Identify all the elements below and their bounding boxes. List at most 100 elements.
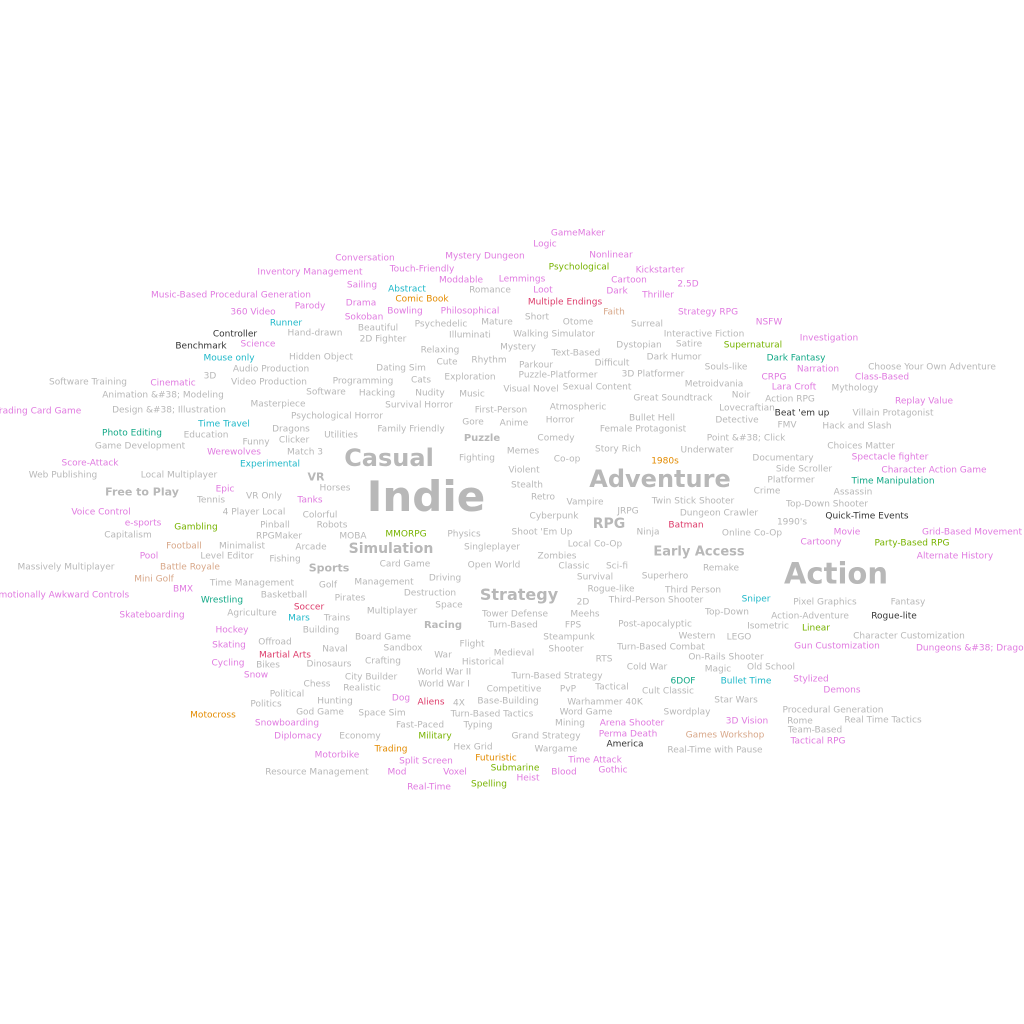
tag-item[interactable]: Diplomacy	[274, 731, 322, 742]
tag-item[interactable]: Wrestling	[200, 595, 244, 606]
tag-item[interactable]: Skateboarding	[119, 610, 185, 621]
tag-item[interactable]: 6DOF	[670, 676, 696, 687]
tag-item[interactable]: Steampunk	[543, 632, 595, 643]
tag-item[interactable]: Gambling	[174, 522, 218, 533]
tag-item[interactable]: Grid-Based Movement	[922, 527, 1022, 538]
tag-item[interactable]: Golf	[318, 580, 338, 591]
tag-item[interactable]: Agriculture	[227, 608, 277, 619]
tag-item[interactable]: Pinball	[260, 520, 290, 531]
tag-item[interactable]: Atmospheric	[549, 402, 607, 413]
tag-item[interactable]: Design &#38; Illustration	[112, 405, 226, 416]
tag-item[interactable]: Hand-drawn	[287, 328, 343, 339]
tag-item[interactable]: Turn-Based	[488, 620, 538, 631]
tag-item[interactable]: Mining	[555, 718, 585, 729]
tag-item[interactable]: Mature	[481, 317, 513, 328]
tag-item[interactable]: Software Training	[48, 377, 128, 388]
tag-item[interactable]: Sandbox	[383, 643, 423, 654]
tag-item[interactable]: Choices Matter	[827, 441, 895, 452]
tag-item[interactable]: Dinosaurs	[306, 659, 352, 670]
tag-item[interactable]: Score-Attack	[61, 458, 119, 469]
tag-item[interactable]: RPGMaker	[255, 531, 303, 542]
tag-item[interactable]: Nonlinear	[589, 250, 633, 261]
tag-item[interactable]: Grand Strategy	[511, 731, 581, 742]
tag-item[interactable]: 2.5D	[677, 279, 699, 290]
tag-item[interactable]: Split Screen	[399, 756, 453, 767]
tag-item[interactable]: Medieval	[493, 648, 535, 659]
tag-item[interactable]: Fantasy	[890, 597, 926, 608]
tag-item[interactable]: Audio Production	[232, 364, 310, 375]
tag-item[interactable]: Bowling	[387, 306, 423, 317]
tag-item[interactable]: Dark Fantasy	[766, 353, 826, 364]
tag-item[interactable]: Controller	[212, 329, 258, 340]
tag-item[interactable]: Point &#38; Click	[706, 433, 786, 444]
tag-item[interactable]: Classic	[558, 561, 590, 572]
tag-item[interactable]: Top-Down	[705, 607, 749, 618]
tag-item[interactable]: Nudity	[415, 388, 445, 399]
tag-item[interactable]: Character Customization	[853, 631, 965, 642]
tag-item[interactable]: Simulation	[348, 541, 434, 557]
tag-item[interactable]: Sports	[308, 561, 350, 575]
tag-item[interactable]: Hockey	[215, 625, 249, 636]
tag-item[interactable]: Mouse only	[203, 353, 255, 364]
tag-item[interactable]: Snow	[243, 670, 269, 681]
tag-item[interactable]: Cartoony	[800, 537, 842, 548]
tag-item[interactable]: Cycling	[211, 658, 245, 669]
tag-item[interactable]: Mystery Dungeon	[445, 251, 525, 262]
tag-item[interactable]: 1980s	[651, 456, 679, 467]
tag-item[interactable]: Rome	[787, 716, 813, 727]
tag-item[interactable]: Politics	[250, 699, 282, 710]
tag-item[interactable]: Detective	[715, 415, 759, 426]
tag-item[interactable]: Psychedelic	[414, 319, 468, 330]
tag-item[interactable]: Multiple Endings	[527, 297, 603, 308]
tag-item[interactable]: Turn-Based Tactics	[450, 709, 534, 720]
tag-item[interactable]: Rogue-lite	[871, 611, 917, 622]
tag-item[interactable]: Quick-Time Events	[825, 511, 909, 522]
tag-item[interactable]: Investigation	[799, 333, 859, 344]
tag-item[interactable]: BMX	[172, 584, 194, 595]
tag-item[interactable]: Chess	[303, 679, 331, 690]
tag-item[interactable]: Blood	[551, 767, 577, 778]
tag-item[interactable]: Choose Your Own Adventure	[868, 362, 996, 373]
tag-item[interactable]: Photo Editing	[102, 428, 162, 439]
tag-item[interactable]: Singleplayer	[464, 542, 520, 553]
tag-item[interactable]: Multiplayer	[366, 606, 418, 617]
tag-item[interactable]: Pixel Graphics	[793, 597, 857, 608]
tag-item[interactable]: GameMaker	[550, 228, 606, 239]
tag-item[interactable]: Thriller	[642, 290, 674, 301]
tag-item[interactable]: Early Access	[653, 544, 745, 560]
tag-item[interactable]: Magic	[704, 664, 732, 675]
tag-item[interactable]: Time Travel	[198, 419, 250, 430]
tag-item[interactable]: Comedy	[537, 433, 575, 444]
tag-item[interactable]: Relaxing	[420, 345, 460, 356]
tag-item[interactable]: Assassin	[833, 487, 873, 498]
tag-item[interactable]: Parkour	[518, 360, 554, 371]
tag-item[interactable]: Dating Sim	[376, 363, 426, 374]
tag-item[interactable]: Moddable	[439, 275, 483, 286]
tag-item[interactable]: NSFW	[755, 317, 783, 328]
tag-item[interactable]: America	[606, 739, 644, 750]
tag-item[interactable]: Sci-fi	[605, 561, 629, 572]
tag-item[interactable]: Visual Novel	[503, 384, 559, 395]
tag-item[interactable]: Top-Down Shooter	[786, 499, 868, 510]
tag-item[interactable]: VR	[307, 470, 325, 484]
tag-item[interactable]: Competitive	[486, 684, 542, 695]
tag-item[interactable]: Party-Based RPG	[874, 538, 950, 549]
tag-item[interactable]: Economy	[339, 731, 381, 742]
tag-item[interactable]: Benchmark	[175, 341, 227, 352]
tag-item[interactable]: Cats	[410, 375, 432, 386]
tag-item[interactable]: Crafting	[365, 656, 401, 667]
tag-item[interactable]: Racing	[423, 620, 463, 631]
tag-item[interactable]: Tennis	[196, 495, 226, 506]
tag-item[interactable]: Flight	[459, 639, 485, 650]
tag-item[interactable]: Dark	[606, 286, 628, 297]
tag-item[interactable]: Spectacle fighter	[851, 452, 929, 463]
tag-item[interactable]: Replay Value	[894, 396, 954, 407]
tag-item[interactable]: Noir	[731, 390, 751, 401]
tag-item[interactable]: Otome	[562, 317, 594, 328]
tag-item[interactable]: JRPG	[617, 506, 639, 517]
tag-item[interactable]: Clicker	[278, 435, 310, 446]
tag-item[interactable]: Third Person	[664, 585, 722, 596]
tag-item[interactable]: Stylized	[793, 674, 829, 685]
tag-item[interactable]: Mini Golf	[134, 574, 174, 585]
tag-item[interactable]: Gun Customization	[794, 641, 880, 652]
